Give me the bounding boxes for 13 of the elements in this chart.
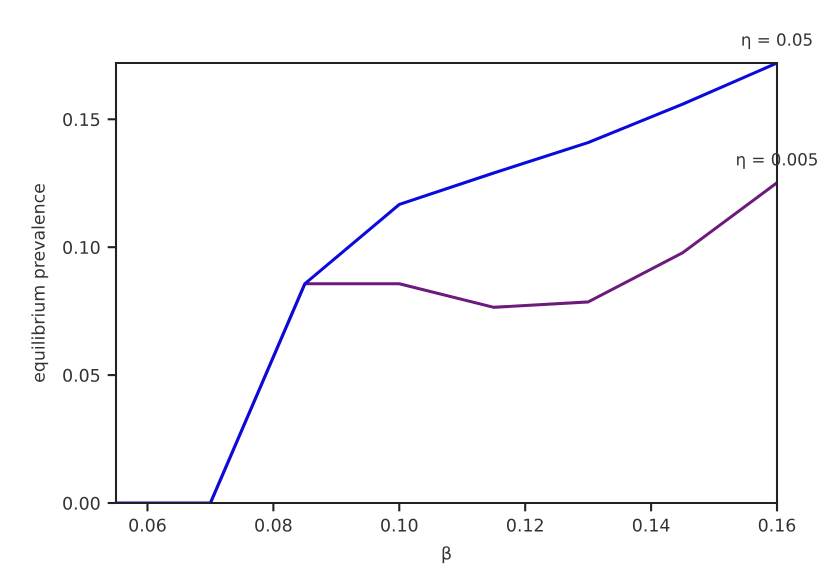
x-axis-title: β: [442, 546, 451, 564]
y-tick-label: 0.05: [63, 368, 100, 382]
y-tick-label: 0.10: [63, 240, 100, 254]
y-tick-label: 0.00: [63, 496, 100, 510]
x-tick-label: 0.14: [632, 518, 670, 532]
y-tick-label: 0.15: [63, 112, 100, 126]
y-axis-title: equilibrium prevalence: [31, 184, 48, 382]
x-tick-label: 0.12: [507, 518, 543, 532]
x-tick-label: 0.16: [758, 518, 796, 532]
series-label: η = 0.05: [742, 33, 812, 50]
x-tick-label: 0.10: [381, 518, 418, 532]
x-tick-label: 0.06: [129, 518, 166, 532]
x-tick-label: 0.08: [255, 518, 292, 532]
